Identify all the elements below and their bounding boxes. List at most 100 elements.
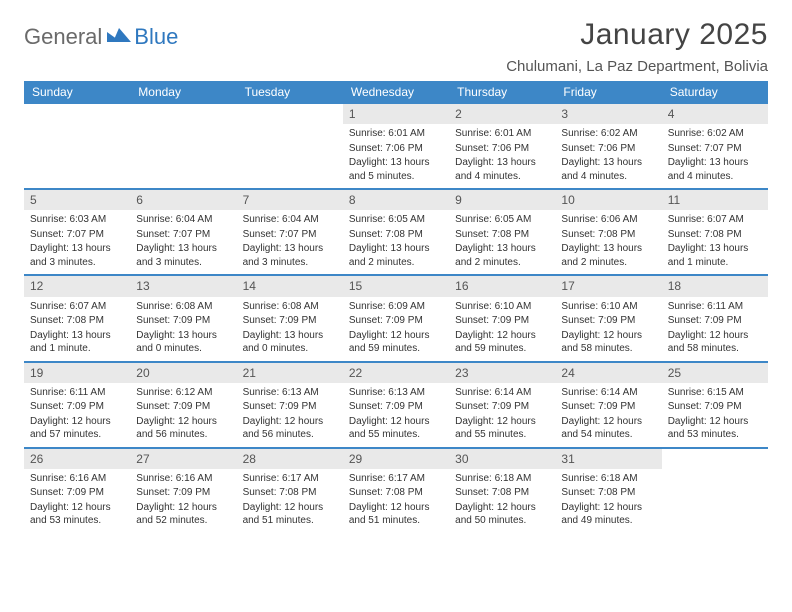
weekday-header: Sunday: [24, 81, 130, 104]
day-cell: 20Sunrise: 6:12 AMSunset: 7:09 PMDayligh…: [130, 363, 236, 447]
day-cell: 8Sunrise: 6:05 AMSunset: 7:08 PMDaylight…: [343, 190, 449, 274]
day-cell: 18Sunrise: 6:11 AMSunset: 7:09 PMDayligh…: [662, 276, 768, 360]
day-sunset: Sunset: 7:09 PM: [243, 314, 337, 328]
day-cell: 6Sunrise: 6:04 AMSunset: 7:07 PMDaylight…: [130, 190, 236, 274]
day-cell: 19Sunrise: 6:11 AMSunset: 7:09 PMDayligh…: [24, 363, 130, 447]
day-sunset: Sunset: 7:07 PM: [668, 142, 762, 156]
day-number: 13: [130, 276, 236, 296]
day-sunset: Sunset: 7:09 PM: [561, 400, 655, 414]
day-daylight: Daylight: 12 hours and 56 minutes.: [243, 415, 337, 442]
brand-logo: General Blue: [24, 24, 178, 50]
day-cell: 4Sunrise: 6:02 AMSunset: 7:07 PMDaylight…: [662, 104, 768, 188]
day-daylight: Daylight: 12 hours and 59 minutes.: [349, 329, 443, 356]
day-number: 10: [555, 190, 661, 210]
day-daylight: Daylight: 13 hours and 4 minutes.: [561, 156, 655, 183]
day-daylight: Daylight: 13 hours and 3 minutes.: [30, 242, 124, 269]
day-number: 25: [662, 363, 768, 383]
weekday-header: Tuesday: [237, 81, 343, 104]
day-daylight: Daylight: 13 hours and 2 minutes.: [561, 242, 655, 269]
day-sunrise: Sunrise: 6:16 AM: [30, 472, 124, 486]
location-subtitle: Chulumani, La Paz Department, Bolivia: [506, 58, 768, 75]
title-block: January 2025 Chulumani, La Paz Departmen…: [506, 18, 768, 75]
day-daylight: Daylight: 12 hours and 56 minutes.: [136, 415, 230, 442]
day-sunrise: Sunrise: 6:05 AM: [349, 213, 443, 227]
day-sunset: Sunset: 7:09 PM: [349, 314, 443, 328]
day-sunset: Sunset: 7:08 PM: [455, 228, 549, 242]
day-sunrise: Sunrise: 6:17 AM: [243, 472, 337, 486]
day-sunset: Sunset: 7:08 PM: [561, 486, 655, 500]
day-sunset: Sunset: 7:09 PM: [455, 400, 549, 414]
day-sunset: Sunset: 7:08 PM: [243, 486, 337, 500]
day-sunset: Sunset: 7:09 PM: [668, 400, 762, 414]
day-daylight: Daylight: 13 hours and 3 minutes.: [243, 242, 337, 269]
day-sunset: Sunset: 7:09 PM: [455, 314, 549, 328]
weekday-header: Saturday: [662, 81, 768, 104]
day-number: 30: [449, 449, 555, 469]
day-sunrise: Sunrise: 6:12 AM: [136, 386, 230, 400]
day-sunrise: Sunrise: 6:08 AM: [136, 300, 230, 314]
day-sunrise: Sunrise: 6:05 AM: [455, 213, 549, 227]
day-number: 23: [449, 363, 555, 383]
day-sunrise: Sunrise: 6:06 AM: [561, 213, 655, 227]
day-daylight: Daylight: 13 hours and 0 minutes.: [136, 329, 230, 356]
day-sunset: Sunset: 7:09 PM: [136, 400, 230, 414]
day-sunrise: Sunrise: 6:17 AM: [349, 472, 443, 486]
day-cell: 28Sunrise: 6:17 AMSunset: 7:08 PMDayligh…: [237, 449, 343, 533]
day-sunrise: Sunrise: 6:14 AM: [455, 386, 549, 400]
day-sunrise: Sunrise: 6:13 AM: [349, 386, 443, 400]
day-sunrise: Sunrise: 6:04 AM: [136, 213, 230, 227]
brand-mark-icon: [107, 26, 131, 49]
day-number: 28: [237, 449, 343, 469]
day-sunrise: Sunrise: 6:10 AM: [561, 300, 655, 314]
day-daylight: Daylight: 12 hours and 50 minutes.: [455, 501, 549, 528]
day-cell: 30Sunrise: 6:18 AMSunset: 7:08 PMDayligh…: [449, 449, 555, 533]
weeks-container: 1Sunrise: 6:01 AMSunset: 7:06 PMDaylight…: [24, 104, 768, 533]
week-row: 5Sunrise: 6:03 AMSunset: 7:07 PMDaylight…: [24, 190, 768, 276]
day-daylight: Daylight: 12 hours and 49 minutes.: [561, 501, 655, 528]
day-cell: 31Sunrise: 6:18 AMSunset: 7:08 PMDayligh…: [555, 449, 661, 533]
day-sunrise: Sunrise: 6:11 AM: [30, 386, 124, 400]
day-cell: 3Sunrise: 6:02 AMSunset: 7:06 PMDaylight…: [555, 104, 661, 188]
day-cell: 10Sunrise: 6:06 AMSunset: 7:08 PMDayligh…: [555, 190, 661, 274]
day-daylight: Daylight: 13 hours and 4 minutes.: [455, 156, 549, 183]
day-daylight: Daylight: 12 hours and 55 minutes.: [455, 415, 549, 442]
day-number: 22: [343, 363, 449, 383]
day-sunrise: Sunrise: 6:02 AM: [668, 127, 762, 141]
day-sunrise: Sunrise: 6:07 AM: [668, 213, 762, 227]
day-number: 6: [130, 190, 236, 210]
day-daylight: Daylight: 12 hours and 55 minutes.: [349, 415, 443, 442]
day-cell-empty: [130, 104, 236, 188]
day-cell-empty: [237, 104, 343, 188]
day-sunset: Sunset: 7:09 PM: [243, 400, 337, 414]
weekday-header-row: Sunday Monday Tuesday Wednesday Thursday…: [24, 81, 768, 104]
day-sunset: Sunset: 7:09 PM: [561, 314, 655, 328]
day-cell: 1Sunrise: 6:01 AMSunset: 7:06 PMDaylight…: [343, 104, 449, 188]
day-cell-empty: [24, 104, 130, 188]
day-cell: 14Sunrise: 6:08 AMSunset: 7:09 PMDayligh…: [237, 276, 343, 360]
day-daylight: Daylight: 12 hours and 58 minutes.: [561, 329, 655, 356]
day-number: 12: [24, 276, 130, 296]
day-number: 1: [343, 104, 449, 124]
day-daylight: Daylight: 12 hours and 51 minutes.: [349, 501, 443, 528]
day-number: 4: [662, 104, 768, 124]
day-number: 18: [662, 276, 768, 296]
page-title: January 2025: [506, 18, 768, 52]
day-sunset: Sunset: 7:06 PM: [455, 142, 549, 156]
day-sunrise: Sunrise: 6:13 AM: [243, 386, 337, 400]
weekday-header: Thursday: [449, 81, 555, 104]
day-sunrise: Sunrise: 6:10 AM: [455, 300, 549, 314]
day-sunrise: Sunrise: 6:08 AM: [243, 300, 337, 314]
day-sunrise: Sunrise: 6:16 AM: [136, 472, 230, 486]
day-number: 16: [449, 276, 555, 296]
day-sunset: Sunset: 7:07 PM: [136, 228, 230, 242]
day-number: 9: [449, 190, 555, 210]
day-sunrise: Sunrise: 6:15 AM: [668, 386, 762, 400]
day-number: 11: [662, 190, 768, 210]
day-daylight: Daylight: 13 hours and 5 minutes.: [349, 156, 443, 183]
day-cell: 24Sunrise: 6:14 AMSunset: 7:09 PMDayligh…: [555, 363, 661, 447]
day-sunrise: Sunrise: 6:14 AM: [561, 386, 655, 400]
day-number: 27: [130, 449, 236, 469]
day-cell: 27Sunrise: 6:16 AMSunset: 7:09 PMDayligh…: [130, 449, 236, 533]
day-cell: 16Sunrise: 6:10 AMSunset: 7:09 PMDayligh…: [449, 276, 555, 360]
day-cell: 7Sunrise: 6:04 AMSunset: 7:07 PMDaylight…: [237, 190, 343, 274]
